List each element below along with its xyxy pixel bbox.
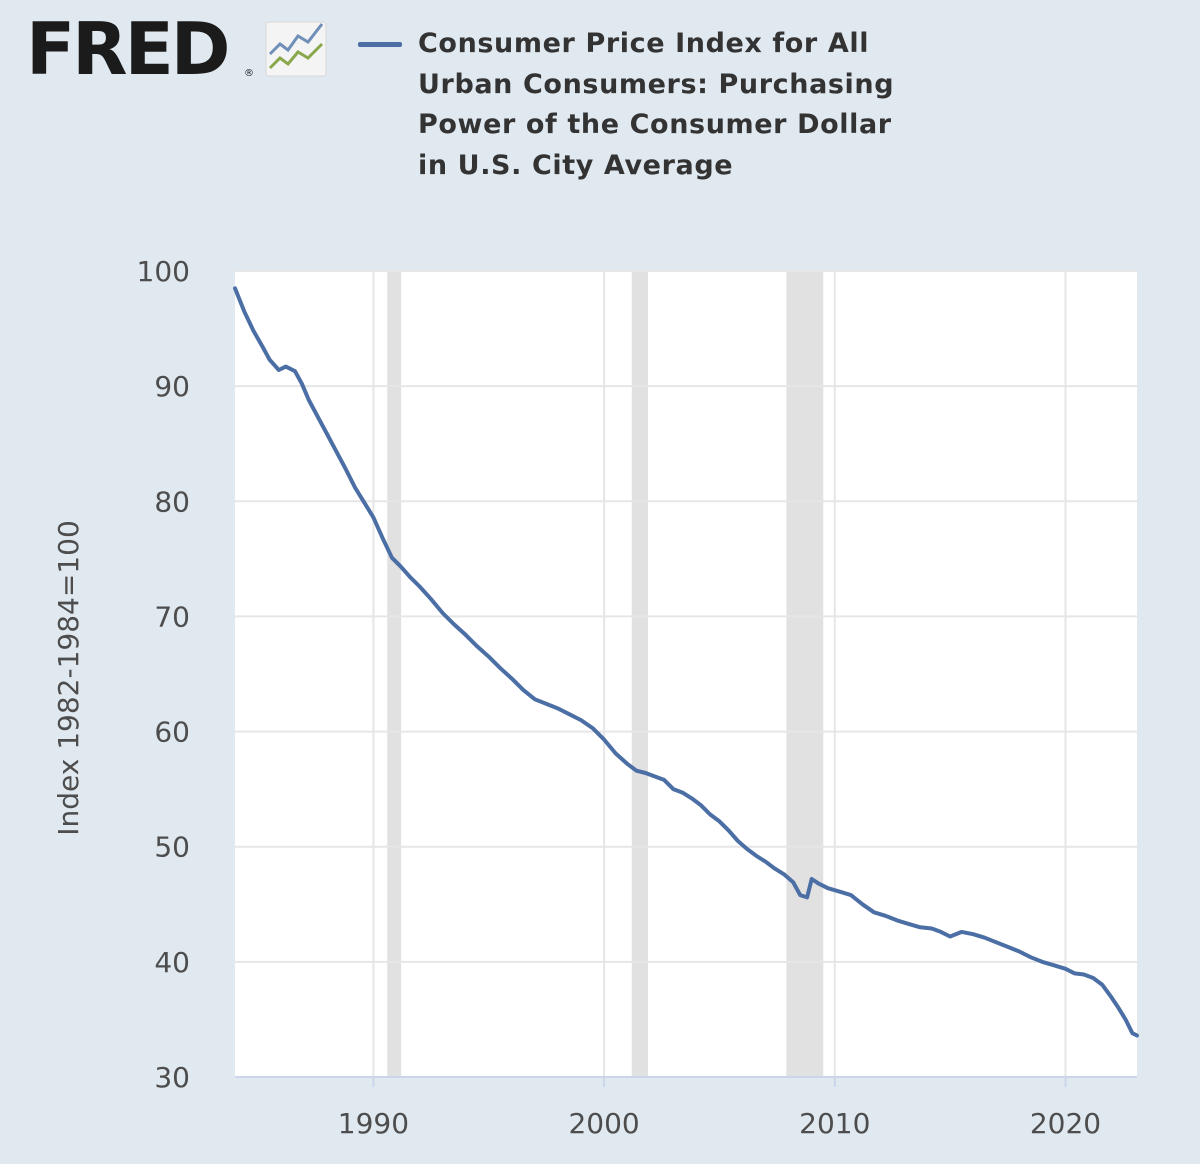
y-tick-label: 90 — [154, 370, 190, 403]
series-line — [233, 286, 1139, 1038]
y-tick-label: 30 — [154, 1061, 190, 1094]
y-tick-label: 70 — [154, 600, 190, 633]
plot-area — [235, 271, 1137, 1077]
legend-series-title: Consumer Price Index for All Urban Consu… — [418, 28, 895, 181]
x-tick-label: 1990 — [338, 1107, 409, 1140]
y-tick-label: 100 — [137, 255, 190, 288]
x-tick-label: 2010 — [799, 1107, 870, 1140]
y-tick-label: 50 — [154, 831, 190, 864]
y-tick-label: 60 — [154, 716, 190, 749]
rising-chart-icon — [265, 21, 327, 77]
axes: 1990 2000 2010 2020 30 40 50 60 70 80 90 100 — [137, 255, 1137, 1140]
series-layer — [233, 286, 1139, 1038]
chart-legend: Consumer Price Index for All Urban Consu… — [358, 24, 918, 186]
legend-series-swatch — [358, 42, 402, 47]
fred-logo-graphic: FRED ® — [26, 7, 327, 91]
x-tick-label: 2020 — [1030, 1107, 1101, 1140]
y-tick-label: 40 — [154, 946, 190, 979]
recession-bands — [387, 271, 824, 1077]
recession-band — [786, 271, 824, 1077]
x-tick-label: 2000 — [568, 1107, 639, 1140]
recession-band — [631, 271, 648, 1077]
recession-band — [387, 271, 402, 1077]
registered-mark: ® — [244, 68, 254, 79]
gridlines — [235, 270, 1137, 1077]
y-tick-label: 80 — [154, 485, 190, 518]
y-axis-title: Index 1982-1984=100 — [52, 520, 85, 836]
fred-logo-text: FRED — [26, 18, 228, 80]
fred-logo[interactable]: FRED ® — [26, 7, 336, 91]
